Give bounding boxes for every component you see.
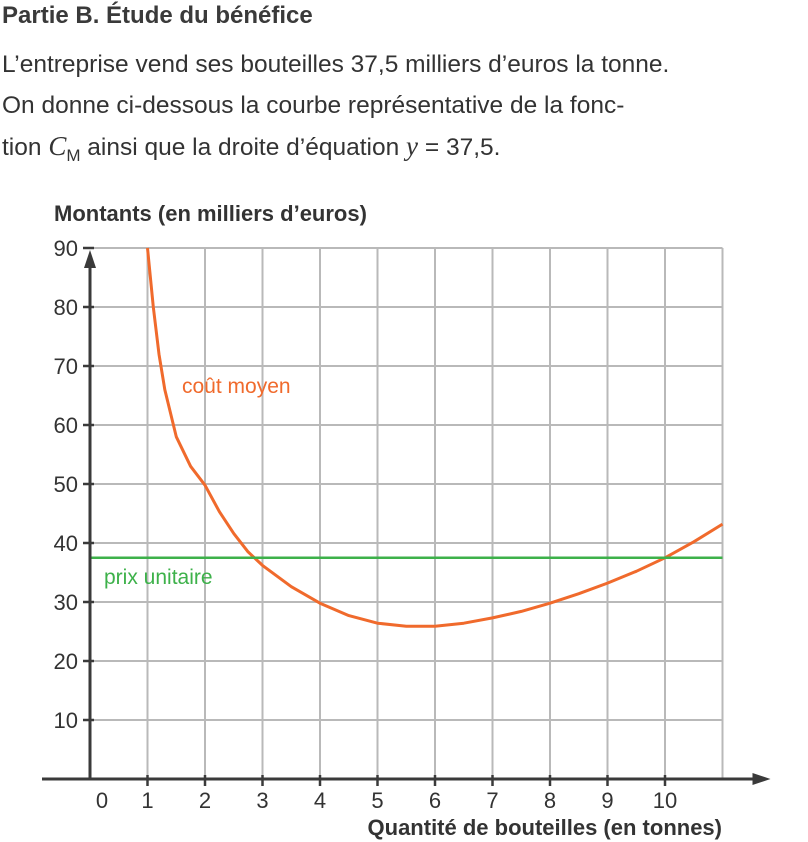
chart-series bbox=[90, 247, 724, 628]
section-heading: Partie B. Étude du bénéfice bbox=[2, 2, 313, 29]
line3-text-a: tion bbox=[2, 134, 49, 161]
statement-line-3: tion CM ainsi que la droite d’équation y… bbox=[2, 126, 806, 170]
x-tick-label-9: 9 bbox=[601, 788, 613, 813]
y-tick-label-70: 70 bbox=[54, 354, 78, 379]
y-tick-label-10: 10 bbox=[54, 708, 78, 733]
function-letter: C bbox=[48, 131, 67, 161]
x-tick-label-10: 10 bbox=[653, 788, 677, 813]
x-tick-label-8: 8 bbox=[544, 788, 556, 813]
function-cm-symbol: CM bbox=[48, 131, 80, 165]
series-label-prix-unitaire: prix unitaire bbox=[104, 566, 213, 589]
chart-grid bbox=[90, 247, 724, 779]
x-tick-label-1: 1 bbox=[141, 788, 153, 813]
problem-statement: L’entreprise vend ses bouteilles 37,5 mi… bbox=[2, 44, 806, 170]
series-label-cout-moyen: coût moyen bbox=[182, 375, 291, 398]
variable-y: y bbox=[406, 131, 419, 161]
series-line-cout-moyen bbox=[146, 247, 724, 628]
x-axis-arrow-icon bbox=[752, 773, 771, 785]
cost-chart: Montants (en milliers d’euros) 102030405… bbox=[42, 201, 771, 840]
y-tick-label-30: 30 bbox=[54, 590, 78, 615]
y-axis-arrow-icon bbox=[84, 250, 96, 268]
x-tick-label-7: 7 bbox=[486, 788, 498, 813]
y-tick-label-50: 50 bbox=[54, 472, 78, 497]
statement-line-1: L’entreprise vend ses bouteilles 37,5 mi… bbox=[2, 51, 670, 78]
line3-text-b: ainsi que la droite d’équation bbox=[80, 134, 407, 161]
x-tick-label-2: 2 bbox=[199, 788, 211, 813]
x-tick-label-5: 5 bbox=[371, 788, 383, 813]
y-axis-label: Montants (en milliers d’euros) bbox=[54, 201, 367, 226]
y-tick-label-80: 80 bbox=[54, 295, 78, 320]
x-tick-label-0: 0 bbox=[96, 788, 108, 813]
line3-text-c: = 37,5. bbox=[418, 134, 501, 161]
x-axis-label: Quantité de bouteilles (en tonnes) bbox=[368, 815, 722, 840]
y-tick-label-60: 60 bbox=[54, 413, 78, 438]
statement-line-2: On donne ci-dessous la courbe représenta… bbox=[2, 92, 625, 119]
function-subscript: M bbox=[66, 146, 81, 165]
chart-axes bbox=[42, 246, 771, 786]
y-tick-label-90: 90 bbox=[54, 236, 78, 261]
tick-labels: 10 20 30 40 50 60 70 80 90 0 1 2 3 4 5 6 7 8 9 10 bbox=[54, 236, 678, 813]
y-tick-label-20: 20 bbox=[54, 649, 78, 674]
x-tick-label-3: 3 bbox=[256, 788, 268, 813]
x-tick-label-4: 4 bbox=[314, 788, 326, 813]
x-tick-label-6: 6 bbox=[429, 788, 441, 813]
y-tick-label-40: 40 bbox=[54, 531, 78, 556]
